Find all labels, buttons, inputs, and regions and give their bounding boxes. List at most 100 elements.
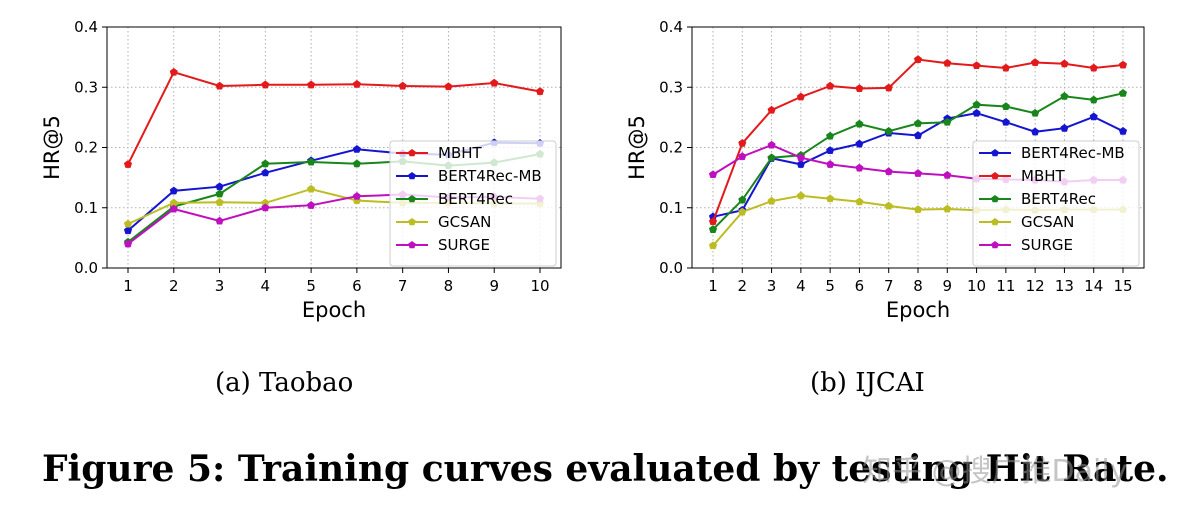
data-point — [352, 79, 361, 88]
data-point — [261, 159, 270, 168]
data-point — [307, 184, 316, 193]
data-point — [738, 152, 747, 161]
data-point — [1118, 126, 1128, 135]
x-tick-label: 8 — [444, 277, 454, 295]
series-line — [127, 70, 541, 165]
data-point — [855, 197, 864, 206]
x-tick-label: 5 — [825, 277, 835, 295]
data-point — [123, 160, 133, 168]
data-point — [796, 92, 805, 101]
data-point — [123, 226, 133, 235]
legend-label: BERT4Rec — [438, 190, 513, 208]
data-point — [1118, 60, 1128, 69]
data-point — [261, 168, 270, 177]
data-point — [261, 203, 270, 212]
data-point — [1001, 117, 1010, 126]
data-point — [215, 182, 224, 191]
data-point — [884, 83, 893, 92]
chart-panel-b: 1 2 3 4 5 6 7 8 9 10 11 12 13 14 150.00.10.20.30.4Epoc… — [625, 18, 1145, 322]
legend-label: MBHT — [438, 144, 483, 162]
y-tick-label: 0.1 — [659, 199, 683, 217]
data-point — [307, 157, 316, 166]
data-point — [708, 170, 718, 179]
y-tick-label: 0.0 — [659, 259, 683, 277]
data-point — [738, 195, 747, 204]
data-point — [972, 61, 981, 70]
data-point — [444, 82, 453, 91]
x-tick-label: 9 — [943, 277, 953, 295]
data-point — [1001, 63, 1010, 72]
data-point — [972, 108, 981, 117]
legend-box — [389, 140, 557, 267]
data-point — [307, 80, 316, 89]
legend: BERT4Rec-MB MBHT BERT4Rec GCSAN SURGE — [972, 140, 1140, 267]
series-mbht — [708, 55, 1128, 226]
legend-marker — [991, 218, 999, 226]
x-tick-label: 6 — [855, 277, 865, 295]
x-tick-label: 4 — [261, 277, 271, 295]
data-point — [123, 239, 133, 248]
legend-label: MBHT — [1021, 167, 1066, 185]
data-point — [826, 131, 835, 140]
data-point — [826, 81, 835, 90]
data-point — [1060, 91, 1069, 100]
y-tick-label: 0.2 — [659, 139, 683, 157]
data-point — [884, 201, 893, 210]
data-point — [1089, 112, 1098, 121]
legend-label: GCSAN — [1021, 213, 1074, 231]
legend-label: BERT4Rec-MB — [1021, 144, 1125, 162]
data-point — [352, 159, 361, 168]
data-point — [169, 204, 178, 213]
x-tick-label: 2 — [738, 277, 748, 295]
data-point — [1089, 63, 1098, 72]
data-point — [943, 204, 952, 213]
legend: MBHT BERT4Rec-MB BERT4Rec GCSAN SURGE — [389, 140, 557, 267]
series-bert4rec — [708, 88, 1128, 233]
x-tick-label: 11 — [996, 277, 1015, 295]
data-point — [352, 191, 361, 200]
data-point — [884, 126, 893, 135]
data-point — [767, 153, 776, 162]
data-point — [943, 117, 952, 126]
legend-marker — [991, 149, 999, 157]
data-point — [855, 139, 864, 148]
x-tick-label: 1 — [708, 277, 718, 295]
data-point — [1118, 88, 1128, 97]
y-tick-label: 0.0 — [74, 259, 98, 277]
data-point — [1001, 102, 1010, 111]
data-point — [215, 197, 224, 206]
x-tick-label: 3 — [767, 277, 777, 295]
data-point — [169, 67, 178, 76]
data-point — [826, 146, 835, 154]
x-axis-label: Epoch — [302, 298, 366, 322]
data-point — [913, 119, 923, 127]
subcaption-b: (b) IJCAI — [810, 368, 925, 398]
x-tick-label: 1 — [123, 277, 133, 295]
data-point — [767, 196, 776, 205]
x-tick-label: 4 — [796, 277, 806, 295]
legend-label: BERT4Rec-MB — [438, 167, 542, 185]
x-tick-label: 7 — [398, 277, 408, 295]
x-tick-label: 9 — [489, 277, 499, 295]
series-mbht — [123, 67, 545, 168]
x-tick-label: 14 — [1084, 277, 1103, 295]
data-point — [708, 217, 718, 226]
data-point — [1031, 127, 1040, 136]
data-point — [943, 170, 952, 179]
data-point — [398, 81, 407, 90]
data-point — [1060, 59, 1069, 68]
data-point — [913, 169, 923, 177]
chart-panel-a: 1 2 3 4 5 6 7 8 9 10 0.0 0.1 0.2 0.3 0.4 Epoch HR@5 MBHT B… — [40, 18, 562, 322]
data-point — [913, 205, 923, 214]
x-tick-label: 10 — [530, 277, 549, 295]
y-axis-label: HR@5 — [625, 115, 649, 180]
legend-label: GCSAN — [438, 213, 491, 231]
legend-marker — [991, 172, 999, 180]
legend-marker — [408, 218, 416, 226]
data-point — [215, 216, 224, 225]
watermark: 知乎 @搜广推Daily — [862, 454, 1128, 489]
data-point — [307, 200, 316, 209]
x-tick-label: 3 — [215, 277, 225, 295]
y-tick-label: 0.4 — [659, 18, 683, 36]
